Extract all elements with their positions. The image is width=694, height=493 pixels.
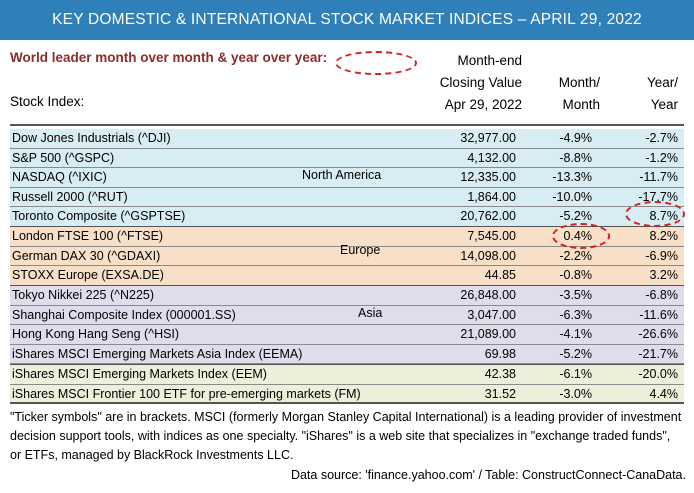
month-change: -13.3% <box>552 170 592 185</box>
index-name: Dow Jones Industrials (^DJI) <box>12 131 171 145</box>
closing-value: 4,132.00 <box>467 150 516 165</box>
index-name: London FTSE 100 (^FTSE) <box>12 229 164 243</box>
year-change: -1.2% <box>645 150 678 165</box>
year-change: -21.7% <box>638 346 678 361</box>
index-name: Russell 2000 (^RUT) <box>12 189 128 204</box>
month-change: -4.9% <box>559 131 592 145</box>
year-change: -11.7% <box>639 170 678 185</box>
header-mm-line1: Month/ <box>558 75 600 90</box>
month-change: -6.3% <box>559 307 592 322</box>
closing-value: 1,864.00 <box>467 189 516 204</box>
page-title: KEY DOMESTIC & INTERNATIONAL STOCK MARKE… <box>52 11 642 28</box>
month-change: -5.2% <box>559 346 592 361</box>
index-name: iShares MSCI Frontier 100 ETF for pre-em… <box>12 386 361 401</box>
index-name: German DAX 30 (^GDAXI) <box>12 248 161 263</box>
table-row: Hong Kong Hang Seng (^HSI) 21,089.00 -4.… <box>10 325 684 345</box>
table-row: Tokyo Nikkei 225 (^N225) 26,848.00 -3.5%… <box>10 286 684 306</box>
month-change: -10.0% <box>552 189 592 204</box>
year-change: 3.2% <box>649 268 679 283</box>
region-label-asia: Asia <box>358 306 383 320</box>
table-row: iShares MSCI Frontier 100 ETF for pre-em… <box>10 384 684 405</box>
index-name: STOXX Europe (EXSA.DE) <box>12 268 164 283</box>
header-closing-line1: Month-end <box>457 53 522 68</box>
header-mm-line2: Month <box>562 97 600 112</box>
table-row: NASDAQ (^IXIC) 12,335.00 -13.3% -11.7% <box>10 168 684 188</box>
region-label-europe: Europe <box>340 243 381 257</box>
closing-value: 7,545.00 <box>467 229 516 243</box>
table-row: iShares MSCI Emerging Markets Index (EEM… <box>10 365 684 385</box>
closing-value: 14,098.00 <box>460 248 516 263</box>
footnote: "Ticker symbols" are in brackets. MSCI (… <box>10 410 682 462</box>
year-change: 8.2% <box>649 229 679 243</box>
year-change: -6.8% <box>645 288 678 302</box>
highlight-oval-month-leader <box>552 223 610 249</box>
header-yy-line1: Year/ <box>646 75 678 90</box>
month-change: -2.2% <box>559 248 592 263</box>
month-change: -4.1% <box>559 327 592 342</box>
month-change: -6.1% <box>559 367 592 381</box>
month-change: -5.2% <box>559 209 592 224</box>
index-name: iShares MSCI Emerging Markets Index (EEM… <box>12 367 267 381</box>
region-label-north-america: North America <box>302 168 382 182</box>
closing-value: 12,335.00 <box>460 170 516 185</box>
data-source: Data source: 'finance.yahoo.com' / Table… <box>290 468 686 482</box>
index-name: Toronto Composite (^GSPTSE) <box>12 209 186 224</box>
index-name: Shanghai Composite Index (000001.SS) <box>12 307 236 322</box>
index-name: Tokyo Nikkei 225 (^N225) <box>12 288 155 302</box>
closing-value: 31.52 <box>484 386 516 401</box>
header-yy-line2: Year <box>650 97 678 112</box>
year-change: -6.9% <box>645 248 678 263</box>
highlight-oval-year-leader <box>625 201 685 227</box>
year-change: -2.7% <box>645 131 678 145</box>
month-change: -8.8% <box>559 150 592 165</box>
index-name: Hong Kong Hang Seng (^HSI) <box>12 327 180 342</box>
leader-legend-oval <box>335 51 417 75</box>
table-row: London FTSE 100 (^FTSE) 7,545.00 0.4% 8.… <box>10 227 684 247</box>
closing-value: 44.85 <box>484 268 516 283</box>
table-row: Dow Jones Industrials (^DJI) 32,977.00 -… <box>10 129 684 149</box>
closing-value: 20,762.00 <box>460 209 516 224</box>
year-change: 4.4% <box>649 386 679 401</box>
closing-value: 32,977.00 <box>460 131 516 145</box>
closing-value: 69.98 <box>484 346 516 361</box>
leader-note: World leader month over month & year ove… <box>10 50 328 65</box>
table-row: Shanghai Composite Index (000001.SS) 3,0… <box>10 305 684 326</box>
table-row: S&P 500 (^GSPC) 4,132.00 -8.8% -1.2% <box>10 148 684 169</box>
title-banner: KEY DOMESTIC & INTERNATIONAL STOCK MARKE… <box>0 0 694 40</box>
table-row: iShares MSCI Emerging Markets Asia Index… <box>10 344 684 365</box>
table-row: Russell 2000 (^RUT) 1,864.00 -10.0% -17.… <box>10 187 684 208</box>
header-rule <box>10 124 684 126</box>
header-closing-line3: Apr 29, 2022 <box>444 97 522 112</box>
year-change: -20.0% <box>638 367 678 381</box>
index-name: NASDAQ (^IXIC) <box>12 170 107 185</box>
year-change: -26.6% <box>638 327 678 342</box>
table-row: STOXX Europe (EXSA.DE) 44.85 -0.8% 3.2% <box>10 266 684 286</box>
index-name: S&P 500 (^GSPC) <box>12 150 115 165</box>
closing-value: 42.38 <box>484 367 516 381</box>
header-month-month: Month/ Month <box>530 72 600 116</box>
index-name: iShares MSCI Emerging Markets Asia Index… <box>12 346 303 361</box>
month-change: -3.5% <box>559 288 592 302</box>
header-year-year: Year/ Year <box>614 72 678 116</box>
closing-value: 3,047.00 <box>467 307 516 322</box>
table-row: German DAX 30 (^GDAXI) 14,098.00 -2.2% -… <box>10 246 684 267</box>
year-change: -11.6% <box>639 307 678 322</box>
header-closing-value: Month-end Closing Value Apr 29, 2022 <box>418 50 522 116</box>
closing-value: 26,848.00 <box>460 288 516 302</box>
header-stock-index: Stock Index: <box>10 94 85 109</box>
month-change: -3.0% <box>559 386 592 401</box>
header-closing-line2: Closing Value <box>439 75 522 90</box>
closing-value: 21,089.00 <box>460 327 516 342</box>
month-change: -0.8% <box>559 268 592 283</box>
